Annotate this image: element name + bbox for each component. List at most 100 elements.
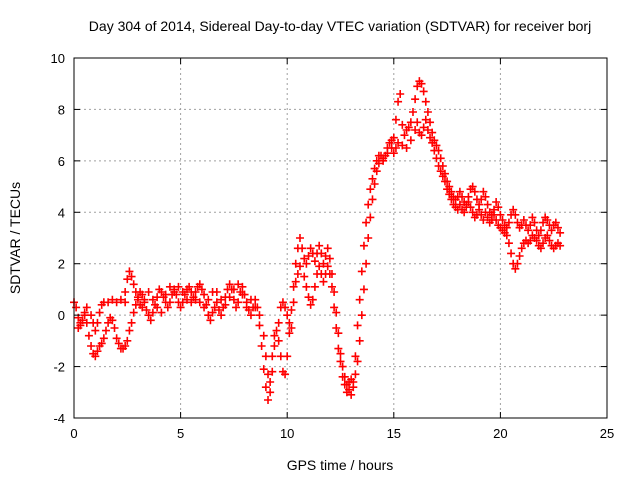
data-point: [259, 365, 268, 374]
x-tick-label: 25: [600, 426, 614, 441]
data-point: [104, 298, 113, 307]
data-point: [210, 303, 219, 312]
data-point: [477, 195, 486, 204]
data-point: [357, 311, 366, 320]
data-point: [116, 295, 125, 304]
data-point: [274, 336, 283, 345]
data-point: [289, 298, 298, 307]
data-point: [238, 290, 247, 299]
data-point: [359, 241, 368, 250]
y-tick-label: 8: [58, 102, 65, 117]
data-point: [553, 223, 562, 232]
data-point: [411, 126, 420, 134]
data-point: [421, 115, 430, 124]
data-point: [438, 172, 447, 181]
data-point: [121, 288, 130, 296]
data-point: [342, 388, 351, 397]
data-point: [479, 216, 488, 224]
data-point: [340, 380, 349, 389]
data-point: [492, 198, 501, 206]
data-point: [251, 303, 260, 312]
data-point: [121, 342, 130, 350]
data-point: [406, 136, 415, 145]
data-point: [153, 303, 162, 312]
data-point: [338, 372, 347, 381]
y-tick-label: -2: [53, 360, 65, 375]
data-point: [362, 218, 371, 227]
data-point: [502, 231, 511, 240]
data-point: [332, 308, 341, 317]
data-point: [287, 306, 296, 314]
data-point: [511, 264, 520, 273]
data-point: [238, 282, 247, 291]
data-point: [191, 295, 200, 304]
data-point: [270, 342, 279, 350]
data-point: [295, 234, 304, 242]
data-point: [157, 308, 166, 317]
data-point: [334, 344, 343, 353]
data-point: [234, 280, 243, 289]
data-point: [84, 331, 93, 340]
data-point: [545, 236, 554, 245]
data-point: [483, 213, 492, 222]
data-point: [182, 295, 191, 304]
data-point: [325, 254, 334, 263]
data-point: [274, 318, 283, 327]
data-point: [347, 390, 356, 399]
data-point: [530, 218, 539, 227]
data-point: [411, 95, 420, 104]
data-point: [110, 324, 119, 332]
data-point: [112, 334, 121, 343]
data-point: [419, 87, 428, 96]
y-axis-label: SDTVAR / TECUs: [7, 182, 23, 294]
data-point: [423, 126, 432, 134]
plot-frame: [73, 57, 608, 419]
data-point: [125, 326, 134, 335]
data-point: [204, 311, 213, 320]
data-point: [246, 295, 255, 304]
data-point: [289, 282, 298, 291]
data-point: [330, 288, 339, 296]
data-point: [261, 352, 270, 361]
data-point: [391, 115, 400, 124]
data-point: [272, 326, 281, 335]
data-point: [165, 282, 174, 291]
data-point: [547, 226, 556, 235]
data-point: [315, 262, 324, 271]
data-point: [398, 120, 407, 129]
data-point: [261, 383, 270, 392]
data-point: [323, 262, 332, 271]
data-point: [287, 324, 296, 332]
data-point: [300, 254, 309, 263]
data-point: [295, 262, 304, 271]
data-point: [513, 218, 522, 227]
data-point: [229, 295, 238, 304]
data-point: [477, 210, 486, 219]
data-point: [389, 149, 398, 158]
data-series-borj: [70, 77, 565, 404]
data-point: [298, 244, 307, 253]
data-point: [334, 329, 343, 338]
data-point: [242, 303, 251, 312]
data-point: [475, 205, 484, 214]
data-point: [229, 285, 238, 294]
y-axis-ticks: -4 -2 0 2 4 6 8 10: [51, 51, 607, 426]
data-point: [214, 306, 223, 314]
data-point: [123, 275, 132, 284]
data-point: [278, 298, 287, 307]
data-point: [370, 180, 379, 188]
data-point: [144, 311, 153, 320]
data-point: [539, 218, 548, 227]
data-point: [368, 195, 377, 204]
data-point: [174, 282, 183, 291]
data-point: [217, 295, 226, 304]
data-point: [255, 321, 264, 330]
data-point: [481, 208, 490, 217]
data-point: [436, 167, 445, 176]
x-axis-label: GPS time / hours: [287, 457, 394, 473]
data-point: [99, 334, 108, 343]
data-point: [366, 213, 375, 222]
data-point: [146, 316, 155, 325]
data-point: [74, 324, 83, 332]
